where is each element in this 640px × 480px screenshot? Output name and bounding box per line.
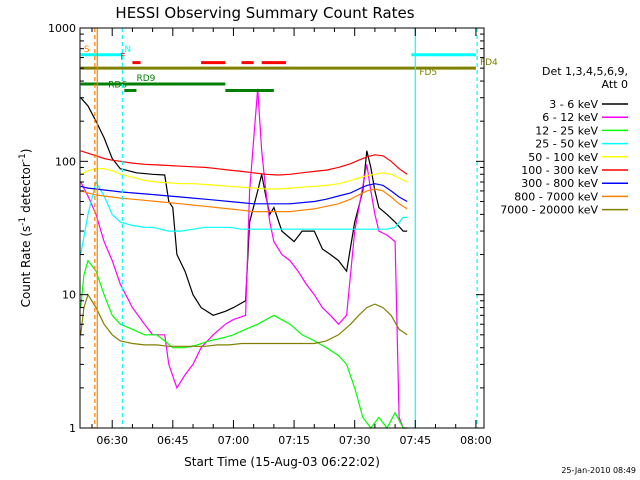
axis-layer: 06:30 06:45 07:00 07:15 07:30 07:45 08:00 1 10 10…	[48, 22, 492, 447]
legend-label-6: 100 - 300 keV	[521, 164, 598, 177]
flag-label-fd5: FD5	[419, 68, 437, 78]
y-axis-label: Count Rate (s-1 detector-1)	[18, 149, 33, 308]
legend-label-2: 6 - 12 keV	[542, 111, 598, 124]
legend-header-1: Det 1,3,4,5,6,9,	[542, 65, 628, 78]
series-line-5	[80, 168, 408, 190]
x-tick-label-6: 07:45	[399, 434, 431, 447]
flag-label-s: S	[84, 45, 90, 55]
legend-label-5: 50 - 100 keV	[528, 151, 598, 164]
legend-label-9: 7000 - 20000 keV	[500, 204, 598, 217]
y-axis-label-sup: -1	[18, 217, 28, 226]
series-line-3	[80, 259, 408, 430]
chart-title: HESSI Observing Summary Count Rates	[115, 4, 414, 22]
x-tick-label-5: 07:30	[339, 434, 371, 447]
legend-label-8: 800 - 7000 keV	[514, 190, 598, 203]
x-tick-label-3: 07:00	[218, 434, 250, 447]
y-axis-label-tail: detector	[19, 162, 33, 217]
y-axis-label-sup2: -1	[18, 153, 28, 162]
y-tick-label-4: 1000	[48, 22, 76, 35]
flag-label-n: N	[124, 45, 131, 55]
legend-label-4: 25 - 50 keV	[535, 138, 598, 151]
y-axis-label-end: )	[19, 149, 33, 154]
series-line-2	[80, 88, 408, 429]
x-tick-label-1: 06:30	[96, 434, 128, 447]
flag-layer: SNFFD4FD5RD6RD9	[80, 45, 498, 92]
x-tick-label-2: 06:45	[157, 434, 189, 447]
vline-layer	[94, 28, 478, 428]
y-axis-label-main: Count Rate (s	[19, 226, 33, 308]
y-tick-label-2: 10	[62, 289, 76, 302]
y-tick-label-1: 1	[69, 422, 76, 435]
y-tick-label-3: 100	[55, 155, 76, 168]
series-line-4	[80, 180, 408, 255]
flag-label-fd4: FD4	[480, 58, 498, 68]
legend-header-2: Att 0	[602, 78, 628, 91]
series-layer	[80, 88, 408, 430]
flag-label-rd9: RD9	[136, 74, 155, 84]
x-axis-label: Start Time (15-Aug-03 06:22:02)	[184, 455, 380, 469]
plot-frame	[79, 27, 485, 429]
legend-label-1: 3 - 6 keV	[549, 98, 598, 111]
x-tick-label-4: 07:15	[278, 434, 310, 447]
footer-date: 25-Jan-2010 08:49	[561, 466, 636, 475]
series-line-7	[80, 183, 408, 205]
legend-label-7: 300 - 800 keV	[521, 177, 598, 190]
series-line-9	[80, 293, 408, 347]
legend-label-3: 12 - 25 keV	[535, 124, 598, 137]
series-line-1	[80, 97, 408, 316]
x-tick-label-7: 08:00	[460, 434, 492, 447]
